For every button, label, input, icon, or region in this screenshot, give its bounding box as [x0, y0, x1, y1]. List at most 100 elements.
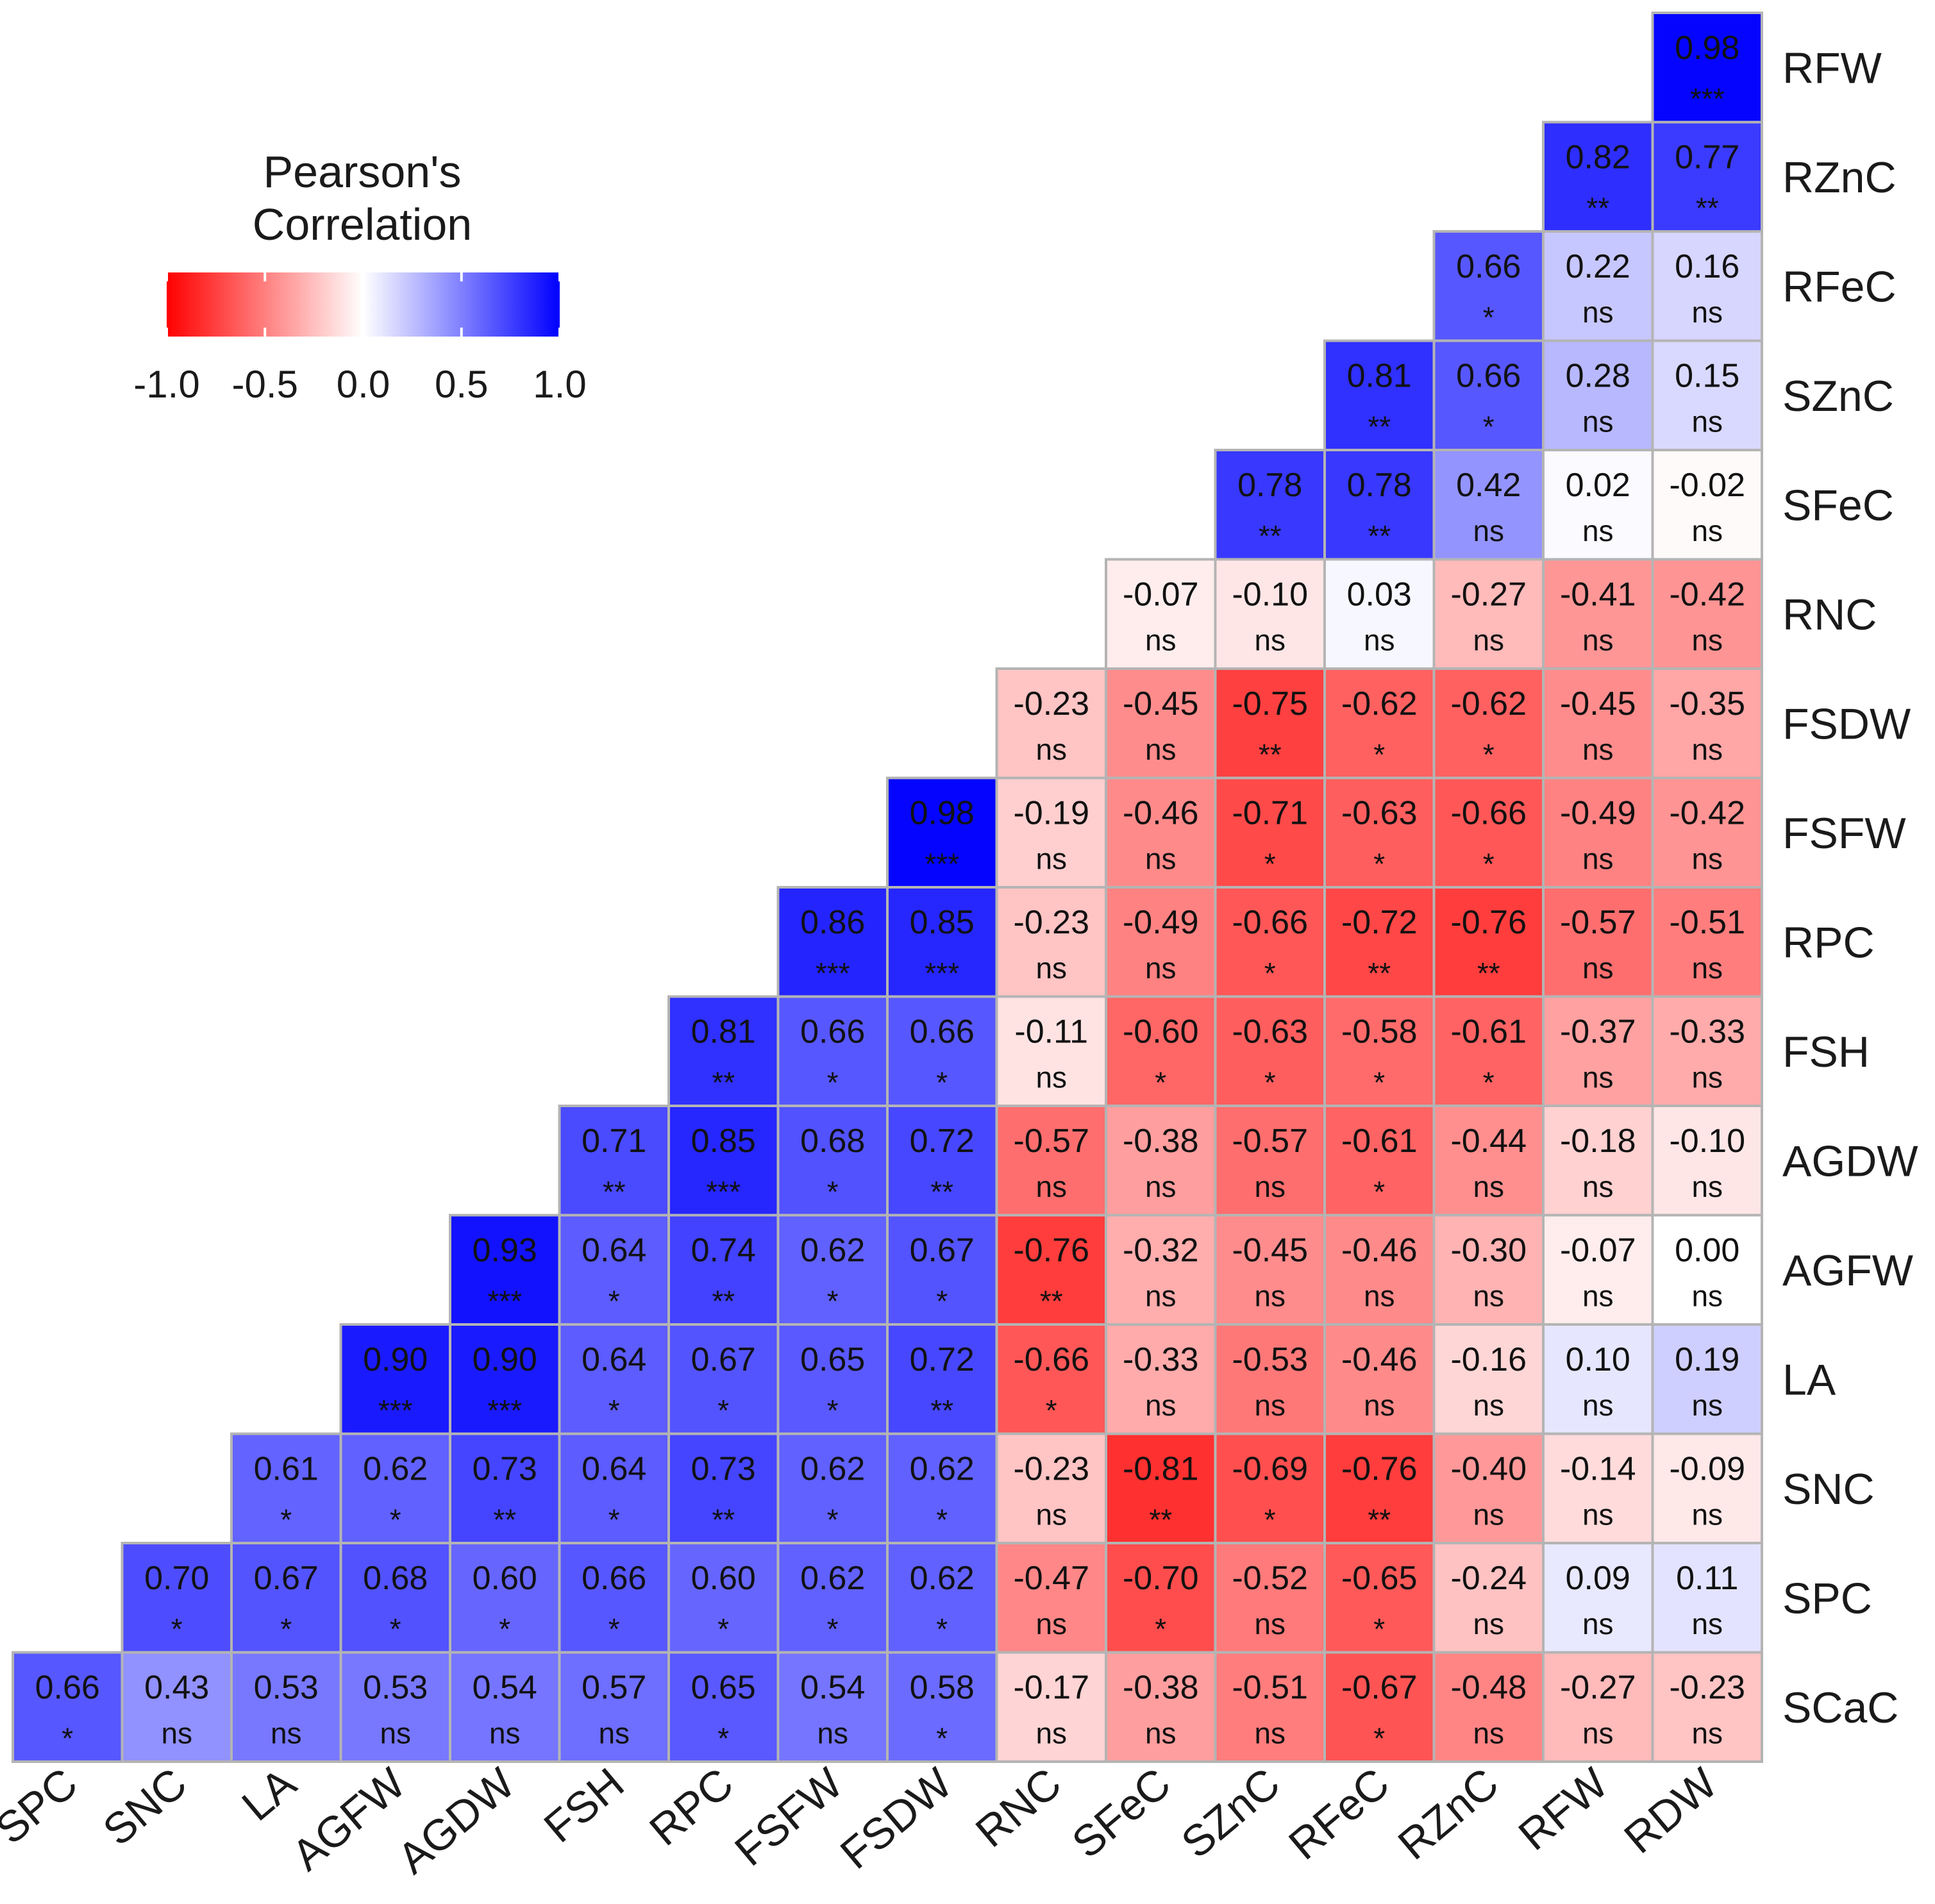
heatmap-cell: 0.64 * [558, 1214, 670, 1326]
cell-significance-label: ** [712, 1503, 735, 1537]
cell-significance-label: * [608, 1503, 620, 1537]
cell-value-label: -0.51 [1232, 1669, 1308, 1707]
cell-significance-label: ns [1145, 733, 1177, 766]
cell-significance-label: ns [1473, 1717, 1504, 1750]
heatmap-cell: -0.52 ns [1214, 1542, 1326, 1654]
heatmap-cell-rect [1323, 339, 1436, 451]
heatmap-cell: -0.27 ns [1542, 1651, 1654, 1763]
heatmap-cell-rect [776, 1105, 889, 1217]
cell-significance-label: ns [1254, 1389, 1286, 1422]
cell-value-label: 0.93 [473, 1232, 537, 1269]
heatmap-cell-rect [1651, 1651, 1763, 1763]
cell-value-label: 0.62 [800, 1232, 865, 1269]
legend-tick-label: 0.5 [435, 363, 488, 406]
cell-significance-label: ** [1149, 1503, 1172, 1537]
heatmap-cell-rect [1542, 1651, 1654, 1763]
cell-significance-label: ns [1691, 733, 1723, 766]
heatmap-cell: -0.38 ns [1105, 1651, 1217, 1763]
cell-value-label: 0.65 [800, 1341, 865, 1378]
heatmap-cell: 0.85 *** [886, 886, 998, 998]
cell-value-label: 0.66 [35, 1669, 100, 1707]
column-label: AGFW [283, 1758, 414, 1880]
cell-value-label: 0.09 [1566, 1560, 1630, 1597]
heatmap-cell: 0.66 * [1432, 339, 1545, 451]
heatmap-cell: 0.62 * [776, 1432, 889, 1544]
column-label: RPC [641, 1758, 742, 1855]
cell-value-label: -0.44 [1450, 1123, 1527, 1160]
cell-value-label: -0.19 [1013, 795, 1089, 832]
heatmap-cell-rect [1105, 886, 1217, 998]
cell-value-label: -0.47 [1013, 1560, 1089, 1597]
heatmap-cell: -0.23 ns [995, 667, 1107, 780]
cell-significance-label: ns [489, 1717, 521, 1750]
heatmap-cell: 0.66 * [12, 1651, 124, 1763]
cell-value-label: -0.72 [1341, 904, 1418, 941]
cell-value-label: 0.60 [473, 1560, 537, 1597]
cell-significance-label: * [717, 1394, 729, 1427]
row-label: LA [1782, 1355, 1836, 1404]
heatmap-cell: -0.61 * [1323, 1105, 1436, 1217]
cell-significance-label: ns [1582, 1389, 1614, 1422]
column-label: AGDW [389, 1758, 524, 1883]
cell-value-label: -0.57 [1560, 904, 1636, 941]
cell-significance-label: ns [1145, 1389, 1177, 1422]
cell-value-label: 0.62 [910, 1560, 975, 1597]
cell-significance-label: ns [1035, 1717, 1067, 1750]
cell-significance-label: * [390, 1612, 401, 1646]
cell-value-label: -0.33 [1669, 1014, 1745, 1051]
cell-value-label: -0.46 [1123, 795, 1199, 832]
cell-significance-label: ** [1368, 519, 1391, 553]
heatmap-cell: 0.54 ns [449, 1651, 561, 1763]
cell-significance-label: ns [1254, 624, 1286, 657]
cell-value-label: 0.65 [691, 1669, 756, 1707]
heatmap-cell-rect [1542, 558, 1654, 670]
column-label: RFeC [1280, 1758, 1398, 1869]
heatmap-cell-rect [995, 1105, 1107, 1217]
heatmap-cell-rect [1323, 1214, 1436, 1326]
cell-value-label: -0.76 [1341, 1451, 1418, 1488]
cell-significance-label: ns [1035, 1061, 1067, 1094]
cell-significance-label: * [1373, 848, 1385, 881]
row-label: SCaC [1782, 1683, 1898, 1732]
column-label: FSDW [832, 1758, 961, 1878]
heatmap-cell: 0.66 * [558, 1542, 670, 1654]
cell-significance-label: * [827, 1066, 839, 1099]
heatmap-cell: -0.11 ns [995, 995, 1107, 1107]
heatmap-cell-rect [230, 1651, 342, 1763]
heatmap-cell: 0.68 * [339, 1542, 451, 1654]
cell-significance-label: ns [1035, 1607, 1067, 1641]
heatmap-cell: 0.66 * [1432, 230, 1545, 342]
cell-significance-label: ns [1145, 1280, 1177, 1313]
cell-value-label: -0.23 [1013, 1451, 1089, 1488]
cell-value-label: -0.16 [1450, 1341, 1527, 1378]
cell-value-label: -0.53 [1232, 1341, 1308, 1378]
cell-significance-label: * [827, 1612, 839, 1646]
cell-significance-label: ** [493, 1503, 516, 1537]
cell-value-label: 0.10 [1566, 1341, 1630, 1378]
cell-value-label: -0.48 [1450, 1669, 1527, 1707]
heatmap-cell: -0.42 ns [1651, 558, 1763, 670]
cell-significance-label: ns [1691, 1607, 1723, 1641]
row-label: FSFW [1782, 809, 1906, 858]
cell-significance-label: * [1483, 410, 1495, 444]
cell-value-label: 0.67 [691, 1341, 756, 1378]
cell-significance-label: ns [1691, 405, 1723, 438]
cell-value-label: 0.85 [910, 904, 975, 941]
cell-significance-label: * [1155, 1612, 1166, 1646]
cell-significance-label: ** [1368, 956, 1391, 990]
heatmap-cell: 0.19 ns [1651, 1323, 1763, 1435]
cell-significance-label: * [936, 1722, 948, 1755]
cell-significance-label: * [827, 1285, 839, 1318]
heatmap-cell: -0.30 ns [1432, 1214, 1545, 1326]
cell-value-label: 0.74 [691, 1232, 756, 1269]
heatmap-cell: 0.28 ns [1542, 339, 1654, 451]
column-label: RDW [1615, 1758, 1726, 1863]
cell-value-label: -0.10 [1232, 576, 1308, 614]
heatmap-cell: 0.58 * [886, 1651, 998, 1763]
heatmap-cell: -0.10 ns [1651, 1105, 1763, 1217]
cell-value-label: -0.35 [1669, 685, 1745, 722]
cell-significance-label: ns [1582, 514, 1614, 547]
cell-value-label: 0.78 [1347, 467, 1412, 504]
heatmap-cell: 0.67 * [886, 1214, 998, 1326]
cell-significance-label: *** [706, 1175, 741, 1208]
